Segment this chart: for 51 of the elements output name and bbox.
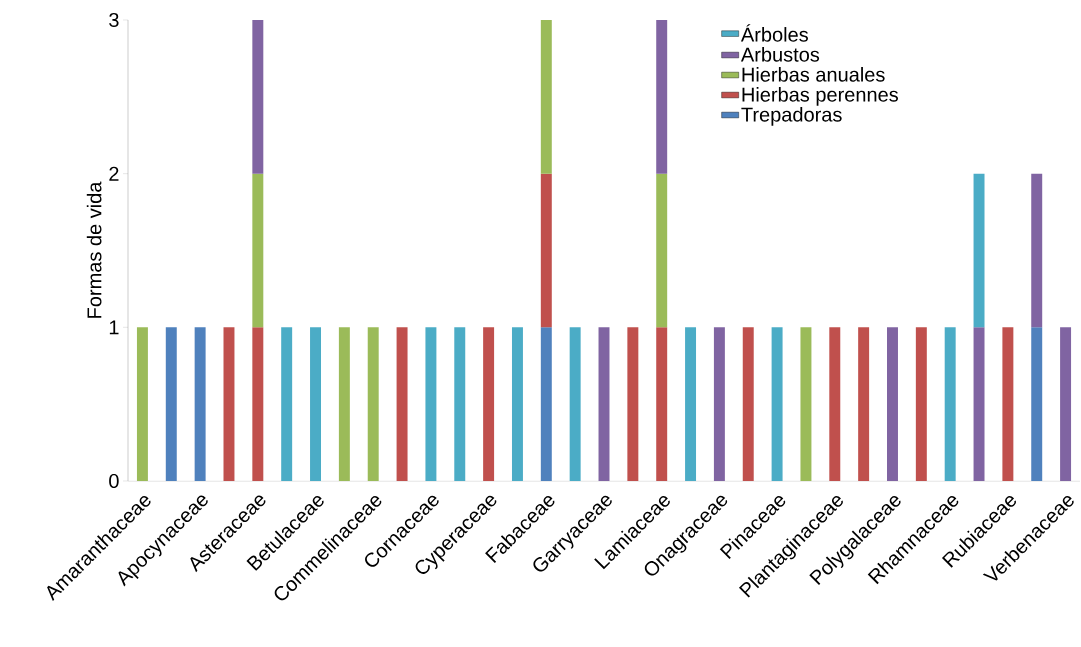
bar xyxy=(165,327,177,481)
bar xyxy=(829,327,841,481)
bar xyxy=(1031,327,1043,481)
bar xyxy=(771,327,783,481)
legend-label: Trepadoras xyxy=(741,107,842,126)
bar xyxy=(656,19,668,174)
y-tick-label: 3 xyxy=(109,12,119,28)
bar xyxy=(1031,173,1043,328)
bar xyxy=(194,327,206,481)
bar xyxy=(310,327,322,481)
bar xyxy=(223,327,235,481)
bar xyxy=(454,327,466,481)
y-axis-title: Formas de vida xyxy=(86,181,102,318)
bar xyxy=(1060,327,1072,481)
legend-label: Hierbas anuales xyxy=(742,67,885,82)
bar xyxy=(915,327,927,481)
y-tick-label: 2 xyxy=(109,166,119,181)
bar xyxy=(944,327,956,481)
bar xyxy=(656,173,668,328)
bar xyxy=(252,19,264,174)
bar xyxy=(742,327,754,481)
bar xyxy=(136,327,148,481)
legend-label: Arbustos xyxy=(740,47,820,62)
bar xyxy=(627,327,639,481)
bar xyxy=(598,327,610,481)
bar xyxy=(396,327,408,481)
bar xyxy=(800,327,812,481)
bar xyxy=(713,327,725,481)
bar xyxy=(425,327,437,481)
bar xyxy=(973,327,985,481)
bar xyxy=(511,327,523,481)
bar xyxy=(540,19,552,174)
bar xyxy=(281,327,293,481)
bar xyxy=(540,327,552,481)
y-tick-label: 0 xyxy=(109,473,119,489)
bar xyxy=(973,173,985,328)
legend-label: Árboles xyxy=(740,24,808,42)
legend-label: Hierbas perennes xyxy=(742,87,898,106)
bar xyxy=(338,327,350,481)
bar xyxy=(569,327,581,481)
y-tick-label: 1 xyxy=(109,320,119,335)
bar xyxy=(252,327,264,481)
bar xyxy=(656,327,668,481)
bar xyxy=(858,327,870,481)
bar xyxy=(252,173,264,328)
bar xyxy=(540,173,552,328)
bar xyxy=(1002,327,1014,481)
bar xyxy=(483,327,495,481)
bar xyxy=(367,327,379,481)
bar xyxy=(887,327,898,481)
bar xyxy=(685,327,697,481)
